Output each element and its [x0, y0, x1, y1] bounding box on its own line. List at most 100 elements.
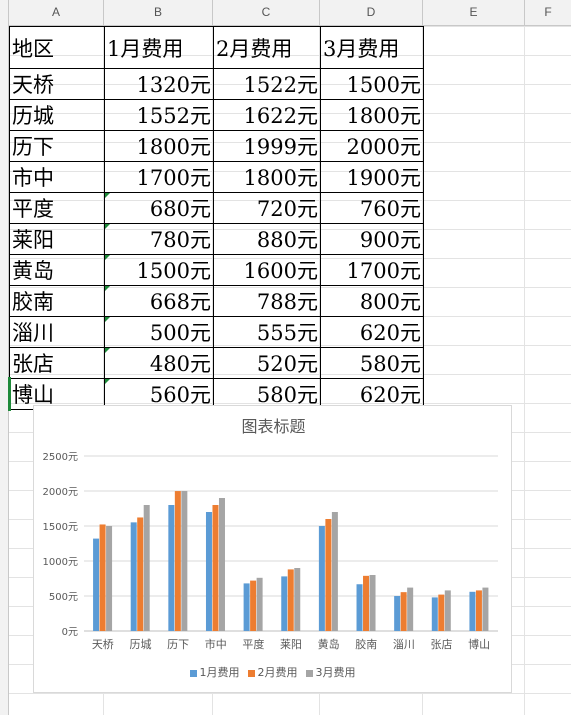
expense-cell[interactable]: 668元 [104, 285, 214, 317]
region-cell[interactable]: 平度 [9, 192, 105, 224]
region-cell[interactable]: 胶南 [9, 285, 105, 317]
error-indicator-triangle[interactable] [105, 348, 110, 353]
column-chart[interactable]: 图表标题 0元 500元 1000元 1500元 2000元 2500元 天桥 历城 历下 市中 平度… [33, 405, 512, 693]
region-cell[interactable]: 张店 [9, 347, 105, 379]
region-label: 莱阳 [12, 228, 54, 252]
expense-cell[interactable]: 555元 [213, 316, 321, 348]
expense-value: 1600元 [243, 259, 318, 283]
expense-cell[interactable]: 1622元 [213, 99, 321, 131]
error-indicator-triangle[interactable] [105, 286, 110, 291]
chart-legend[interactable]: 1月费用 2月费用 3月费用 [34, 664, 511, 680]
table-row: 历城 1552元 1622元 1800元 [9, 99, 424, 131]
expense-cell[interactable]: 788元 [213, 285, 321, 317]
expense-cell[interactable]: 1600元 [213, 254, 321, 286]
x-tick-label: 天桥 [92, 638, 114, 651]
error-indicator-triangle[interactable] [105, 193, 110, 198]
region-cell[interactable]: 淄川 [9, 316, 105, 348]
region-cell[interactable]: 历城 [9, 99, 105, 131]
region-cell[interactable]: 莱阳 [9, 223, 105, 255]
header-cell-feb[interactable]: 2月费用 [213, 26, 321, 69]
column-header-f[interactable]: F [544, 5, 552, 19]
bar-2 [475, 590, 482, 631]
expense-value: 1320元 [136, 73, 211, 97]
region-cell[interactable]: 黄岛 [9, 254, 105, 286]
expense-cell[interactable]: 480元 [104, 347, 214, 379]
expense-cell[interactable]: 500元 [104, 316, 214, 348]
table-row: 黄岛 1500元 1600元 1700元 [9, 254, 424, 286]
expense-value: 788元 [256, 290, 318, 314]
expense-cell[interactable]: 1900元 [320, 161, 424, 193]
expense-cell[interactable]: 2000元 [320, 130, 424, 162]
error-indicator-triangle[interactable] [105, 379, 110, 384]
column-header-d[interactable]: D [320, 0, 423, 25]
bar-2 [287, 569, 294, 631]
expense-value: 620元 [359, 383, 421, 407]
table-row: 博山 560元 580元 620元 [8, 377, 424, 411]
legend-entry[interactable]: 2月费用 [247, 664, 298, 680]
x-tick-label: 黄岛 [318, 637, 340, 651]
expense-cell[interactable]: 580元 [320, 347, 424, 379]
expense-cell[interactable]: 1320元 [104, 68, 214, 100]
expense-value: 780元 [149, 228, 211, 252]
bar-2 [250, 580, 257, 631]
expense-cell[interactable]: 620元 [320, 378, 424, 410]
bar-1 [356, 584, 363, 631]
error-indicator-triangle[interactable] [105, 224, 110, 229]
expense-cell[interactable]: 780元 [104, 223, 214, 255]
expense-cell[interactable]: 1800元 [104, 130, 214, 162]
expense-cell[interactable]: 1800元 [320, 99, 424, 131]
expense-cell[interactable]: 880元 [213, 223, 321, 255]
expense-cell[interactable]: 1800元 [213, 161, 321, 193]
region-label: 历下 [12, 135, 54, 159]
column-header-e[interactable]: E [423, 0, 525, 25]
expense-cell[interactable]: 800元 [320, 285, 424, 317]
expense-cell[interactable]: 720元 [213, 192, 321, 224]
expense-cell[interactable]: 1522元 [213, 68, 321, 100]
legend-swatch [189, 669, 197, 677]
region-cell[interactable]: 天桥 [9, 68, 105, 100]
bar-1 [394, 596, 401, 631]
x-tick-label: 博山 [468, 638, 490, 651]
row-header-bar[interactable] [0, 25, 9, 715]
expense-cell[interactable]: 1999元 [213, 130, 321, 162]
expense-value: 555元 [256, 321, 318, 345]
expense-cell[interactable]: 1500元 [320, 68, 424, 100]
expense-cell[interactable]: 1500元 [104, 254, 214, 286]
region-cell[interactable]: 博山 [8, 377, 105, 411]
table-row: 市中 1700元 1800元 1900元 [9, 161, 424, 193]
region-label: 市中 [12, 166, 54, 190]
header-cell-region[interactable]: 地区 [9, 26, 105, 69]
column-header-b[interactable]: B [104, 0, 213, 25]
expense-value: 1500元 [346, 73, 421, 97]
expense-cell[interactable]: 1700元 [320, 254, 424, 286]
error-indicator-triangle[interactable] [105, 255, 110, 260]
region-label: 博山 [12, 383, 54, 407]
bar-1 [130, 522, 137, 631]
column-header-c[interactable]: C [213, 0, 320, 25]
table-row: 张店 480元 520元 580元 [9, 347, 424, 379]
bar-3 [407, 587, 414, 631]
expense-value: 1622元 [243, 104, 318, 128]
legend-entry[interactable]: 3月费用 [305, 664, 356, 680]
y-tick-label: 2500元 [43, 452, 78, 463]
select-all-corner[interactable] [0, 0, 9, 25]
expense-cell[interactable]: 680元 [104, 192, 214, 224]
bar-3 [331, 512, 338, 631]
header-cell-mar[interactable]: 3月费用 [320, 26, 424, 69]
region-cell[interactable]: 历下 [9, 130, 105, 162]
column-header-a[interactable]: A [9, 0, 104, 25]
expense-cell[interactable]: 900元 [320, 223, 424, 255]
expense-cell[interactable]: 1552元 [104, 99, 214, 131]
expense-cell[interactable]: 560元 [104, 378, 214, 410]
table-row: 淄川 500元 555元 620元 [9, 316, 424, 348]
expense-cell[interactable]: 760元 [320, 192, 424, 224]
expense-cell[interactable]: 1700元 [104, 161, 214, 193]
header-cell-jan[interactable]: 1月费用 [104, 26, 214, 69]
legend-entry[interactable]: 1月费用 [189, 664, 240, 680]
expense-cell[interactable]: 620元 [320, 316, 424, 348]
error-indicator-triangle[interactable] [105, 317, 110, 322]
region-cell[interactable]: 市中 [9, 161, 105, 193]
expense-cell[interactable]: 520元 [213, 347, 321, 379]
table-row: 莱阳 780元 880元 900元 [9, 223, 424, 255]
